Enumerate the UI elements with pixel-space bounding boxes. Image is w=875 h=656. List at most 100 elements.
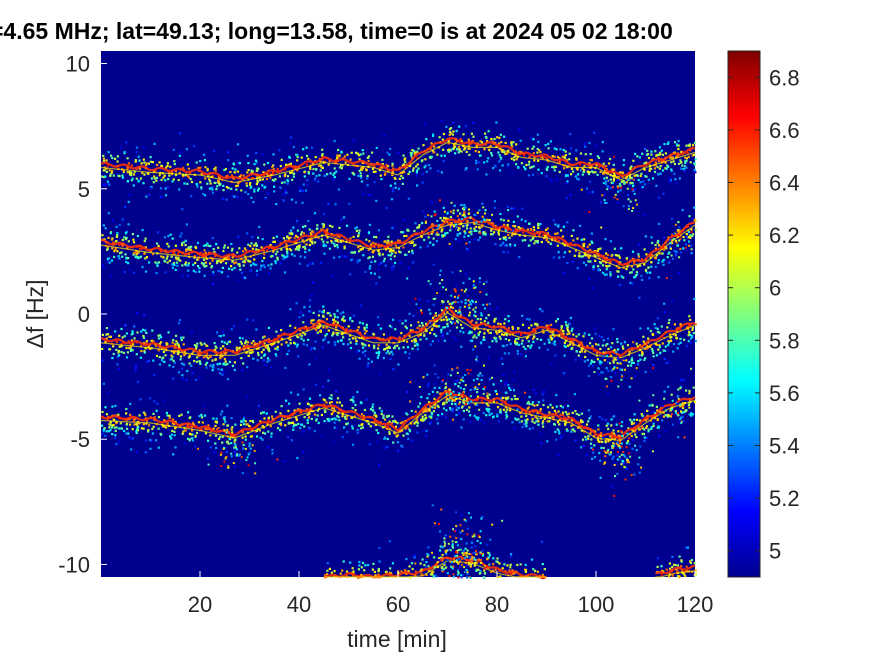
trace-pixel — [416, 421, 419, 424]
trace-pixel — [250, 435, 253, 438]
trace-pixel — [677, 221, 680, 224]
trace-pixel — [587, 409, 590, 412]
trace-pixel — [576, 426, 580, 429]
trace-pixel — [219, 177, 222, 180]
trace-pixel — [114, 434, 117, 437]
trace-pixel — [125, 141, 128, 144]
trace-pixel — [590, 446, 593, 449]
trace-pixel — [310, 346, 314, 349]
trace-pixel — [258, 429, 261, 432]
trace-pixel — [618, 284, 621, 287]
trace-pixel — [689, 149, 692, 152]
trace-pixel — [629, 271, 632, 274]
trace-pixel — [587, 254, 590, 257]
trace-pixel — [426, 410, 429, 413]
trace-pixel — [187, 411, 190, 414]
trace-pixel — [212, 417, 215, 420]
trace-pixel — [629, 166, 632, 170]
trace-pixel — [617, 176, 620, 179]
trace-pixel — [496, 560, 499, 564]
trace-pixel — [444, 386, 448, 389]
trace-pixel — [433, 382, 437, 385]
trace-pixel — [519, 353, 523, 356]
trace-pixel — [310, 321, 313, 324]
trace-pixel — [135, 146, 139, 149]
trace-pixel — [293, 341, 296, 344]
trace-pixel — [221, 441, 224, 444]
trace-pixel — [316, 331, 319, 334]
trace-pixel — [299, 189, 302, 193]
trace-pixel — [417, 335, 420, 338]
trace-pixel — [565, 428, 568, 431]
trace-pixel — [498, 328, 501, 331]
trace-pixel — [132, 419, 135, 422]
trace-pixel — [644, 147, 647, 151]
trace-pixel — [589, 153, 592, 156]
trace-pixel — [499, 244, 502, 247]
trace-pixel — [127, 200, 130, 203]
trace-pixel — [528, 155, 531, 158]
trace-pixel — [588, 333, 591, 336]
trace-pixel — [312, 167, 315, 171]
trace-pixel — [688, 413, 691, 416]
trace-pixel — [617, 275, 620, 278]
trace-core-2 — [100, 305, 696, 357]
trace-pixel — [541, 310, 544, 313]
trace-pixel — [431, 149, 435, 152]
trace-pixel — [605, 367, 608, 370]
trace-pixel — [639, 358, 642, 361]
trace-pixel — [315, 174, 318, 178]
trace-pixel — [274, 253, 278, 256]
trace-pixel — [234, 423, 237, 426]
trace-pixel — [350, 251, 353, 254]
trace-pixel — [214, 255, 217, 258]
trace-pixel — [291, 178, 294, 181]
trace-pixel — [679, 323, 682, 326]
trace-pixel — [373, 570, 376, 573]
trace-pixel — [101, 175, 104, 178]
trace-pixel — [657, 160, 661, 163]
trace-pixel — [300, 156, 303, 159]
trace-pixel — [202, 193, 205, 196]
trace-pixel — [506, 564, 509, 567]
trace-pixel — [414, 570, 417, 573]
trace-pixel — [553, 169, 556, 172]
trace-pixel — [319, 330, 322, 333]
trace-pixel — [103, 176, 106, 179]
trace-pixel — [572, 229, 575, 232]
trace-pixel — [500, 218, 503, 221]
trace-pixel — [667, 413, 670, 417]
trace-pixel — [685, 389, 688, 392]
trace-pixel — [166, 186, 170, 189]
trace-pixel — [273, 185, 276, 188]
trace-pixel — [240, 420, 243, 423]
trace-pixel — [563, 251, 566, 254]
trace-pixel — [455, 397, 458, 400]
trace-pixel — [216, 260, 219, 263]
trace-pixel — [464, 302, 467, 305]
trace-pixel — [363, 408, 367, 412]
trace-pixel — [260, 412, 263, 415]
trace-pixel — [604, 238, 607, 241]
trace-pixel — [471, 319, 474, 322]
trace-pixel — [505, 415, 509, 418]
trace-pixel — [219, 270, 222, 273]
trace-pixel — [582, 243, 585, 246]
trace-pixel — [321, 346, 324, 349]
trace-pixel — [517, 418, 520, 421]
trace-pixel — [555, 438, 558, 441]
trace-pixel — [373, 420, 376, 423]
trace-pixel — [295, 416, 298, 419]
trace-pixel — [278, 175, 281, 178]
trace-pixel — [655, 154, 658, 157]
trace-pixel — [514, 154, 517, 157]
trace-pixel — [231, 167, 234, 170]
trace-pixel — [211, 191, 214, 194]
trace-pixel — [253, 190, 256, 193]
trace-pixel — [188, 355, 191, 358]
trace-pixel — [591, 360, 594, 363]
trace-pixel — [499, 323, 502, 326]
trace-pixel — [142, 146, 146, 149]
trace-pixel — [287, 337, 290, 340]
